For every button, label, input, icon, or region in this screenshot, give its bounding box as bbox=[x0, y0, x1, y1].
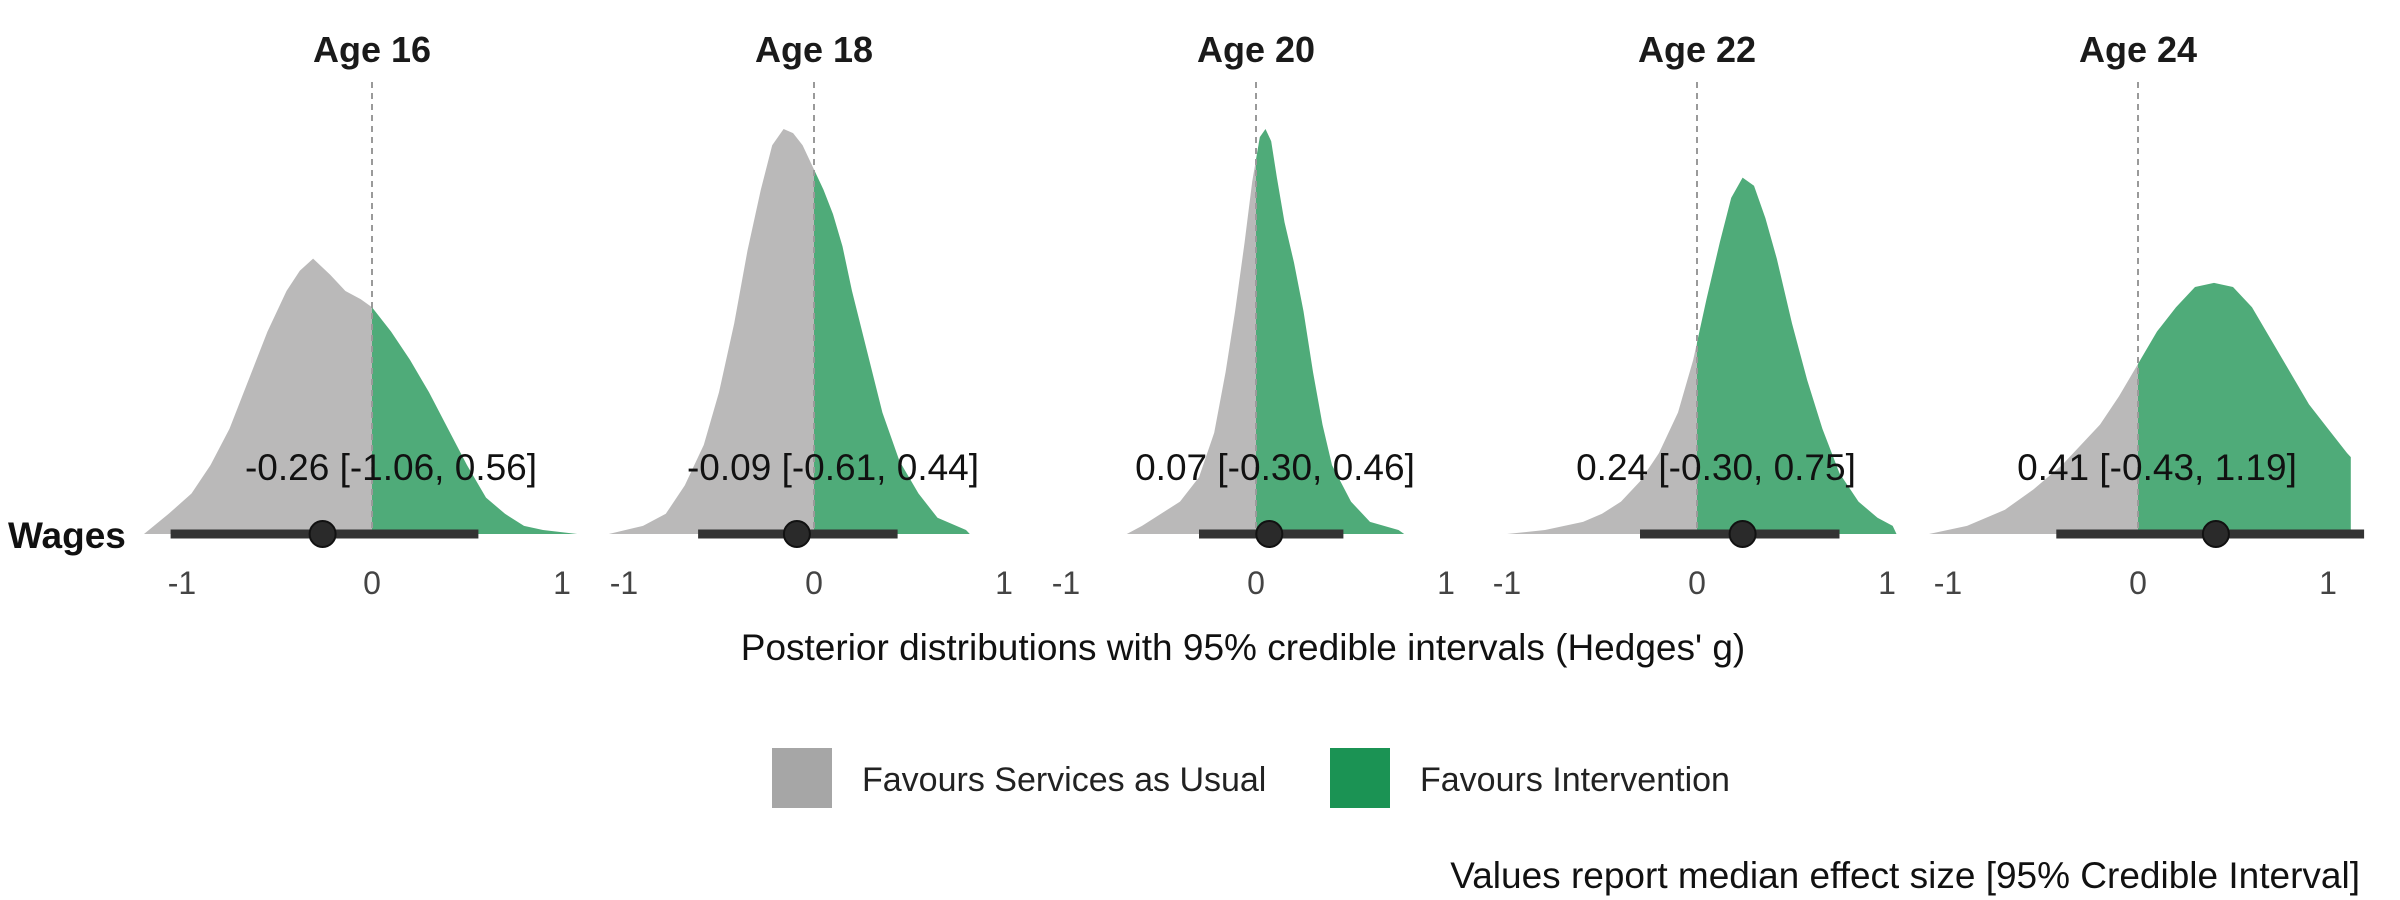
density-above-zero-age-24 bbox=[2138, 282, 2351, 534]
tick-label-age-24-1: 0 bbox=[2129, 565, 2147, 601]
panel-title-age-16: Age 16 bbox=[313, 29, 431, 70]
x-axis-title: Posterior distributions with 95% credibl… bbox=[741, 627, 1745, 668]
panel-age-24: Age 24 0.41 [-0.43, 1.19] -1 0 1 bbox=[1929, 29, 2365, 601]
legend-swatch-services-as-usual bbox=[772, 748, 832, 808]
density-above-zero-age-16 bbox=[372, 307, 578, 534]
tick-label-age-22-1: 0 bbox=[1688, 565, 1706, 601]
value-label-age-20: 0.07 [-0.30, 0.46] bbox=[1135, 447, 1415, 488]
tick-label-age-18-1: 0 bbox=[805, 565, 823, 601]
value-label-age-22: 0.24 [-0.30, 0.75] bbox=[1576, 447, 1856, 488]
legend-label-services-as-usual: Favours Services as Usual bbox=[862, 761, 1266, 799]
density-below-zero-age-16 bbox=[144, 258, 372, 534]
panel-title-age-24: Age 24 bbox=[2079, 29, 2197, 70]
tick-label-age-18-0: -1 bbox=[610, 565, 638, 601]
caption: Values report median effect size [95% Cr… bbox=[1450, 855, 2360, 896]
panel-title-age-18: Age 18 bbox=[755, 29, 873, 70]
density-below-zero-age-22 bbox=[1507, 342, 1697, 534]
value-label-age-18: -0.09 [-0.61, 0.44] bbox=[687, 447, 979, 488]
density-above-zero-age-22 bbox=[1697, 177, 1897, 534]
tick-label-age-24-2: 1 bbox=[2319, 565, 2337, 601]
tick-label-age-22-2: 1 bbox=[1878, 565, 1896, 601]
tick-label-age-22-0: -1 bbox=[1493, 565, 1521, 601]
tick-label-age-20-2: 1 bbox=[1437, 565, 1455, 601]
density-below-zero-age-18 bbox=[608, 129, 814, 534]
panel-age-16: Age 16 -0.26 [-1.06, 0.56] -1 0 1 bbox=[144, 29, 578, 601]
tick-label-age-20-1: 0 bbox=[1247, 565, 1265, 601]
panel-age-20: Age 20 0.07 [-0.30, 0.46] -1 0 1 bbox=[1052, 29, 1455, 601]
legend-swatch-intervention bbox=[1330, 748, 1390, 808]
panels-layer: Age 16 -0.26 [-1.06, 0.56] -1 0 1 Age 18 -0.09… bbox=[144, 29, 2365, 601]
panel-age-22: Age 22 0.24 [-0.30, 0.75] -1 0 1 bbox=[1493, 29, 1897, 601]
median-point-age-20 bbox=[1255, 520, 1284, 548]
median-point-age-16 bbox=[308, 520, 337, 548]
median-point-age-24 bbox=[2201, 520, 2230, 548]
tick-label-age-24-0: -1 bbox=[1934, 565, 1962, 601]
panel-title-age-22: Age 22 bbox=[1638, 29, 1756, 70]
value-label-age-24: 0.41 [-0.43, 1.19] bbox=[2017, 447, 2297, 488]
tick-label-age-16-2: 1 bbox=[553, 565, 571, 601]
row-label-wages: Wages bbox=[8, 515, 126, 556]
panel-age-18: Age 18 -0.09 [-0.61, 0.44] -1 0 1 bbox=[608, 29, 1013, 601]
median-point-age-18 bbox=[782, 520, 811, 548]
legend-label-intervention: Favours Intervention bbox=[1420, 761, 1730, 799]
density-above-zero-age-20 bbox=[1256, 129, 1405, 534]
density-above-zero-age-18 bbox=[814, 169, 970, 534]
legend: Favours Services as Usual Favours Interv… bbox=[772, 748, 1730, 808]
median-point-age-22 bbox=[1728, 520, 1757, 548]
value-label-age-16: -0.26 [-1.06, 0.56] bbox=[245, 447, 537, 488]
density-below-zero-age-24 bbox=[1929, 363, 2138, 534]
tick-label-age-16-0: -1 bbox=[168, 565, 196, 601]
panel-title-age-20: Age 20 bbox=[1197, 29, 1315, 70]
density-below-zero-age-20 bbox=[1126, 159, 1256, 534]
tick-label-age-16-1: 0 bbox=[363, 565, 381, 601]
tick-label-age-18-2: 1 bbox=[995, 565, 1013, 601]
tick-label-age-20-0: -1 bbox=[1052, 565, 1080, 601]
